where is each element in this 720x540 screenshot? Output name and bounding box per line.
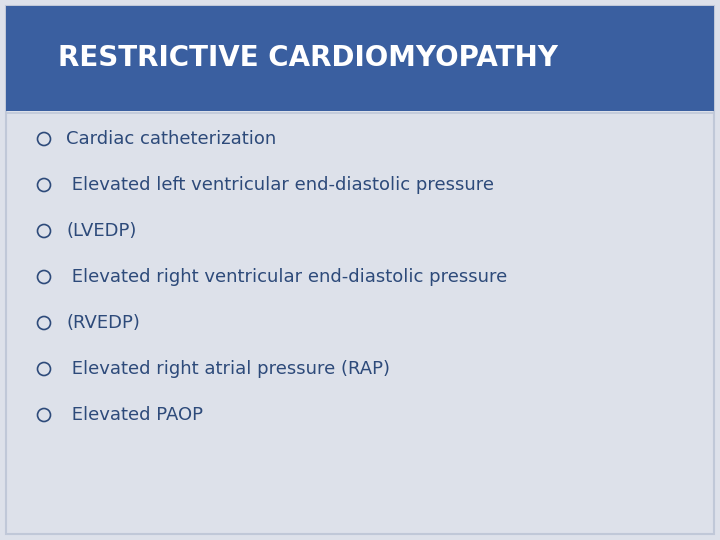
- Text: Elevated right ventricular end-diastolic pressure: Elevated right ventricular end-diastolic…: [66, 268, 508, 286]
- Text: (LVEDP): (LVEDP): [66, 222, 136, 240]
- Text: Elevated left ventricular end-diastolic pressure: Elevated left ventricular end-diastolic …: [66, 176, 494, 194]
- Text: Cardiac catheterization: Cardiac catheterization: [66, 130, 276, 148]
- Text: Elevated PAOP: Elevated PAOP: [66, 406, 203, 424]
- Text: RESTRICTIVE CARDIOMYOPATHY: RESTRICTIVE CARDIOMYOPATHY: [58, 44, 558, 72]
- Text: (RVEDP): (RVEDP): [66, 314, 140, 332]
- Text: Elevated right atrial pressure (RAP): Elevated right atrial pressure (RAP): [66, 360, 390, 378]
- Bar: [6, 6, 714, 111]
